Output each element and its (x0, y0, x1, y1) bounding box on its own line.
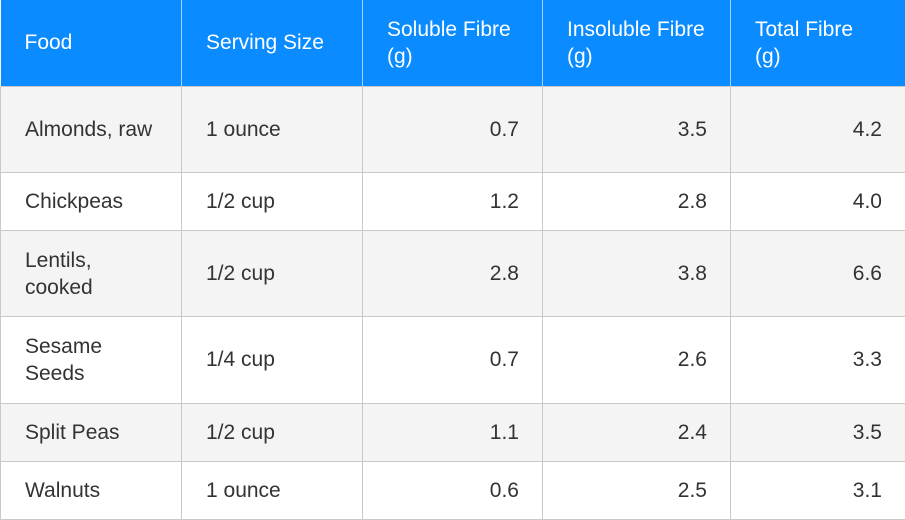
header-insoluble-fibre: Insoluble Fibre (g) (542, 0, 731, 86)
cell-total: 4.0 (730, 171, 905, 231)
cell-soluble: 1.1 (362, 402, 543, 462)
header-soluble-fibre: Soluble Fibre (g) (362, 0, 543, 86)
cell-total: 3.3 (730, 316, 905, 404)
table-row: Sesame Seeds 1/4 cup 0.7 2.6 3.3 (0, 316, 905, 404)
cell-food: Chickpeas (0, 171, 182, 231)
table-header: Food Serving Size Soluble Fibre (g) Inso… (0, 0, 905, 86)
table-row: Split Peas 1/2 cup 1.1 2.4 3.5 (0, 402, 905, 462)
cell-soluble: 0.6 (362, 460, 543, 520)
cell-insoluble: 2.6 (542, 316, 731, 404)
cell-soluble: 2.8 (362, 229, 543, 318)
table-row: Chickpeas 1/2 cup 1.2 2.8 4.0 (0, 171, 905, 231)
cell-soluble: 1.2 (362, 171, 543, 231)
cell-soluble: 0.7 (362, 316, 543, 404)
cell-insoluble: 3.5 (542, 85, 731, 173)
cell-food: Lentils, cooked (0, 229, 182, 318)
table-row: Almonds, raw 1 ounce 0.7 3.5 4.2 (0, 85, 905, 173)
table-body: Almonds, raw 1 ounce 0.7 3.5 4.2 Chickpe… (0, 85, 905, 520)
cell-serving: 1/4 cup (181, 316, 363, 404)
header-row: Food Serving Size Soluble Fibre (g) Inso… (0, 0, 905, 86)
header-food: Food (0, 0, 182, 86)
cell-insoluble: 2.5 (542, 460, 731, 520)
cell-total: 4.2 (730, 85, 905, 173)
cell-serving: 1/2 cup (181, 402, 363, 462)
header-total-fibre: Total Fibre (g) (730, 0, 905, 86)
cell-insoluble: 3.8 (542, 229, 731, 318)
cell-food: Split Peas (0, 402, 182, 462)
cell-serving: 1 ounce (181, 85, 363, 173)
cell-total: 3.1 (730, 460, 905, 520)
cell-food: Almonds, raw (0, 85, 182, 173)
cell-total: 6.6 (730, 229, 905, 318)
cell-insoluble: 2.8 (542, 171, 731, 231)
cell-food: Walnuts (0, 460, 182, 520)
cell-serving: 1 ounce (181, 460, 363, 520)
cell-total: 3.5 (730, 402, 905, 462)
cell-soluble: 0.7 (362, 85, 543, 173)
header-serving-size: Serving Size (181, 0, 363, 86)
cell-insoluble: 2.4 (542, 402, 731, 462)
table-row: Walnuts 1 ounce 0.6 2.5 3.1 (0, 460, 905, 520)
cell-serving: 1/2 cup (181, 171, 363, 231)
table-row: Lentils, cooked 1/2 cup 2.8 3.8 6.6 (0, 229, 905, 318)
cell-food: Sesame Seeds (0, 316, 182, 404)
cell-serving: 1/2 cup (181, 229, 363, 318)
